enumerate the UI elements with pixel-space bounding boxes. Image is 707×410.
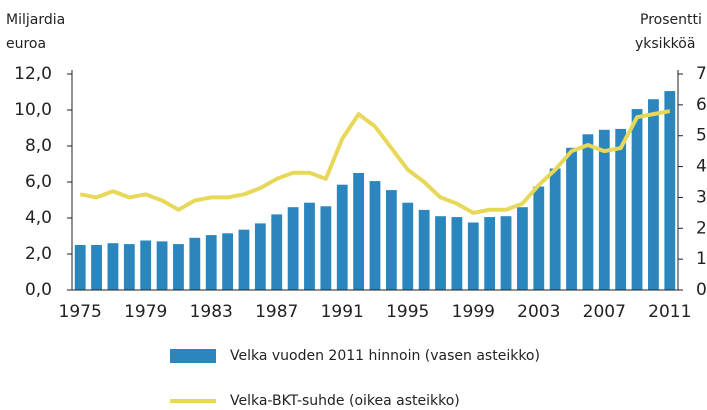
- bar: [189, 237, 201, 290]
- bar: [222, 233, 233, 290]
- y-tick-label: 4,0: [25, 208, 52, 228]
- x-tick-label: 1979: [124, 302, 167, 322]
- bar: [107, 243, 119, 290]
- y-axis-title: euroa: [6, 36, 46, 52]
- bar: [254, 223, 266, 290]
- bar: [336, 184, 348, 290]
- bar: [517, 207, 528, 290]
- y-tick-label: 0,0: [25, 280, 52, 300]
- bar: [582, 134, 594, 290]
- y-tick-label: 6,0: [25, 172, 52, 192]
- bar: [631, 109, 643, 290]
- x-tick-label: 2011: [648, 302, 691, 322]
- bar: [451, 217, 463, 290]
- bar: [91, 245, 102, 290]
- bar: [369, 181, 381, 290]
- bar: [435, 216, 446, 290]
- bar: [271, 214, 283, 290]
- bar: [500, 216, 512, 290]
- bar: [353, 173, 365, 290]
- bar: [533, 186, 545, 290]
- bar: [418, 209, 430, 290]
- legend-label: Velka vuoden 2011 hinnoin (vasen asteikk…: [230, 348, 540, 364]
- y-tick-label: 8,0: [25, 136, 52, 156]
- y2-tick-label: 1: [696, 249, 707, 269]
- x-tick-label: 1999: [452, 302, 495, 322]
- x-tick-label: 1975: [59, 302, 102, 322]
- y2-axis-title: Prosentti: [640, 12, 702, 28]
- legend-swatch: [170, 349, 216, 363]
- bar: [123, 244, 135, 290]
- bar: [566, 147, 577, 290]
- bar: [156, 241, 168, 290]
- bar: [320, 206, 332, 290]
- x-tick-label: 2007: [583, 302, 626, 322]
- y2-tick-label: 7: [696, 64, 707, 84]
- bar: [287, 207, 299, 290]
- bar: [615, 128, 627, 290]
- x-tick-label: 1987: [255, 302, 298, 322]
- bar: [549, 168, 561, 290]
- y-axis-title: Miljardia: [6, 12, 65, 28]
- line: [79, 109, 671, 215]
- y2-tick-label: 3: [696, 187, 707, 207]
- bar: [664, 91, 676, 290]
- x-tick-label: 1991: [321, 302, 364, 322]
- bar: [484, 217, 496, 290]
- y2-tick-label: 2: [696, 218, 707, 238]
- y2-tick-label: 0: [696, 280, 707, 300]
- y-tick-label: 12,0: [14, 64, 52, 84]
- bar: [173, 244, 184, 290]
- x-tick-label: 1983: [190, 302, 233, 322]
- y2-tick-label: 5: [696, 126, 707, 146]
- legend-label: Velka-BKT-suhde (oikea asteikko): [230, 393, 460, 409]
- x-tick-label: 2003: [517, 302, 560, 322]
- bar: [598, 129, 610, 290]
- bar: [648, 99, 659, 290]
- y-tick-label: 2,0: [25, 244, 52, 264]
- bar: [467, 222, 479, 290]
- bar: [238, 229, 250, 290]
- bar: [304, 202, 315, 290]
- bar: [205, 235, 217, 290]
- y-tick-label: 10,0: [14, 100, 52, 120]
- y2-axis-title: yksikköä: [635, 36, 695, 52]
- y2-tick-label: 6: [696, 95, 707, 115]
- bar: [385, 190, 397, 290]
- bar: [140, 240, 152, 290]
- x-tick-label: 1995: [386, 302, 429, 322]
- bar: [402, 202, 414, 290]
- bar: [74, 245, 86, 290]
- y2-tick-label: 4: [696, 157, 707, 177]
